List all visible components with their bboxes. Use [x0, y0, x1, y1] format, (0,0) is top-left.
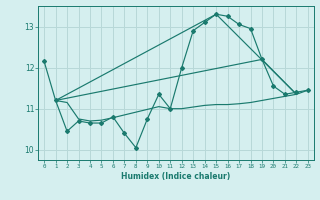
- X-axis label: Humidex (Indice chaleur): Humidex (Indice chaleur): [121, 172, 231, 181]
